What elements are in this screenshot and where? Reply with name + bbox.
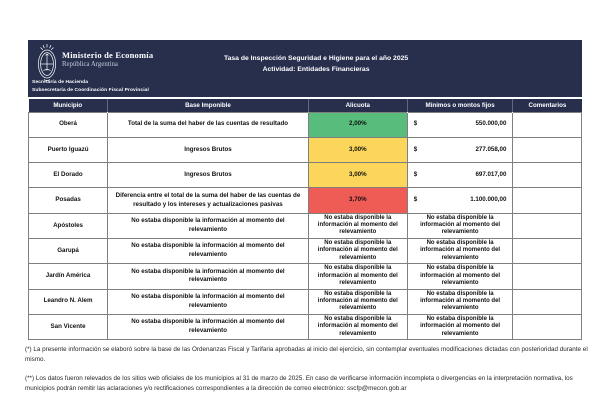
col-header-comentarios: Comentarios: [512, 99, 582, 112]
cell-base-imponible: Ingresos Brutos: [107, 136, 309, 164]
monto-value: $1.100.000,00: [408, 196, 513, 205]
cell-minimos: No estaba disponible la información al m…: [406, 263, 514, 290]
secretariat-line: Secretaría de Hacienda: [32, 80, 89, 86]
monto-amount: 550.000,00: [475, 120, 507, 128]
monto-value: $277.058,00: [408, 146, 513, 155]
currency-symbol: $: [413, 196, 418, 204]
cell-comentarios: [512, 288, 582, 315]
table-row: Puerto Iguazú Ingresos Brutos 3,00% $277.05…: [27, 136, 582, 164]
cell-municipio: Apóstoles: [27, 212, 109, 239]
cell-municipio: Leandro N. Alem: [27, 288, 109, 315]
cell-alicuota: No estaba disponible la información al m…: [307, 313, 408, 341]
country-name: República Argentina: [62, 61, 118, 69]
cell-comentarios: [512, 263, 582, 290]
cell-municipio: San Vicente: [27, 313, 109, 341]
cell-alicuota: No estaba disponible la información al m…: [307, 237, 408, 265]
monto-amount: 1.100.000,00: [470, 196, 507, 204]
col-header-municipio: Municipio: [28, 99, 109, 112]
cell-municipio: El Dorado: [27, 162, 109, 189]
currency-symbol: $: [413, 170, 418, 178]
cell-comentarios: [512, 162, 582, 189]
cell-base-imponible: Diferencia entre el total de la suma del…: [107, 187, 309, 214]
col-header-minimos: Minimos o montos fijos: [407, 99, 514, 112]
tax-table: Municipio Base Imponible Alicuota Minimo…: [27, 99, 582, 341]
cell-minimos: No estaba disponible la información al m…: [406, 237, 514, 265]
cell-municipio: Posadas: [27, 187, 109, 214]
footnote-ordenanzas: (*) La presente información se elaboró s…: [25, 346, 588, 363]
cell-municipio: Oberá: [27, 111, 109, 138]
argentina-coat-of-arms-icon: [35, 43, 59, 90]
cell-minimos: No estaba disponible la información al m…: [406, 313, 514, 341]
cell-comentarios: [512, 313, 582, 341]
header-band: Ministerio de Economía República Argenti…: [28, 40, 582, 97]
cell-minimos: $697.017,00: [406, 162, 514, 189]
cell-base-imponible: Total de la suma del haber de las cuenta…: [107, 111, 309, 138]
cell-municipio: Garupá: [27, 237, 109, 265]
cell-base-imponible: No estaba disponible la información al m…: [107, 212, 309, 239]
table-header-row: Municipio Base Imponible Alicuota Minimo…: [28, 99, 582, 112]
footnote-relevamiento: (**) Los datos fueron relevados de los s…: [25, 375, 573, 392]
cell-base-imponible: Ingresos Brutos: [107, 162, 309, 189]
col-header-base-imponible: Base Imponible: [107, 99, 309, 112]
cell-minimos: $550.000,00: [406, 111, 514, 138]
secretariat-block: Secretaría de Hacienda Subsecretaría de …: [32, 79, 149, 94]
cell-comentarios: [512, 111, 582, 138]
cell-comentarios: [512, 136, 582, 164]
document-title: Tasa de Inspección Seguridad e Higiene p…: [223, 55, 409, 62]
cell-alicuota: No estaba disponible la información al m…: [307, 288, 408, 315]
table-row: Oberá Total de la suma del haber de las c…: [27, 111, 582, 138]
cell-minimos: $1.100.000,00: [406, 187, 514, 214]
subsecretariat-line: Subsecretaría de Coordinación Fiscal Pro…: [32, 87, 149, 93]
document-subtitle: Actividad: Entidades Financieras: [262, 65, 370, 73]
cell-alicuota: 3,00%: [307, 136, 408, 164]
table-row: Posadas Diferencia entre el total de la s…: [27, 187, 582, 214]
cell-minimos: No estaba disponible la información al m…: [406, 288, 514, 315]
currency-symbol: $: [413, 145, 418, 153]
cell-base-imponible: No estaba disponible la información al m…: [107, 237, 309, 265]
cell-municipio: Puerto Iguazú: [27, 136, 109, 164]
table-row: Leandro N. Alem No estaba disponible la i…: [27, 288, 582, 315]
cell-comentarios: [512, 237, 582, 265]
ministry-name: Ministerio de Economía: [62, 50, 154, 60]
cell-comentarios: [512, 212, 582, 239]
monto-value: $697.017,00: [408, 171, 513, 180]
monto-value: $550.000,00: [408, 120, 513, 129]
cell-alicuota: No estaba disponible la información al m…: [307, 212, 408, 239]
monto-amount: 277.058,00: [475, 145, 507, 153]
document-title-block: Tasa de Inspección Seguridad e Higiene p…: [224, 54, 408, 75]
cell-base-imponible: No estaba disponible la información al m…: [107, 263, 309, 290]
cell-base-imponible: No estaba disponible la información al m…: [107, 313, 309, 341]
table-row: Jardín América No estaba disponible la in…: [27, 263, 582, 290]
table-row: San Vicente No estaba disponible la infor…: [27, 313, 582, 341]
cell-minimos: No estaba disponible la información al m…: [406, 212, 514, 239]
cell-minimos: $277.058,00: [406, 136, 514, 164]
cell-municipio: Jardín América: [27, 263, 109, 290]
cell-comentarios: [512, 187, 582, 214]
monto-amount: 697.017,00: [475, 170, 507, 178]
ministry-block: Ministerio de Economía República Argenti…: [62, 50, 153, 69]
cell-alicuota: 3,70%: [307, 187, 408, 214]
table-body: Oberá Total de la suma del haber de las c…: [27, 111, 582, 341]
table-row: El Dorado Ingresos Brutos 3,00% $697.017,00: [27, 162, 582, 189]
col-header-alicuota: Alicuota: [308, 99, 408, 112]
cell-alicuota: No estaba disponible la información al m…: [307, 263, 408, 290]
currency-symbol: $: [413, 120, 418, 128]
cell-alicuota: 3,00%: [307, 162, 408, 189]
cell-base-imponible: No estaba disponible la información al m…: [107, 288, 309, 315]
table-row: Garupá No estaba disponible la informació…: [27, 237, 582, 265]
cell-alicuota: 2,00%: [307, 111, 408, 138]
table-row: Apóstoles No estaba disponible la informa…: [27, 212, 582, 239]
